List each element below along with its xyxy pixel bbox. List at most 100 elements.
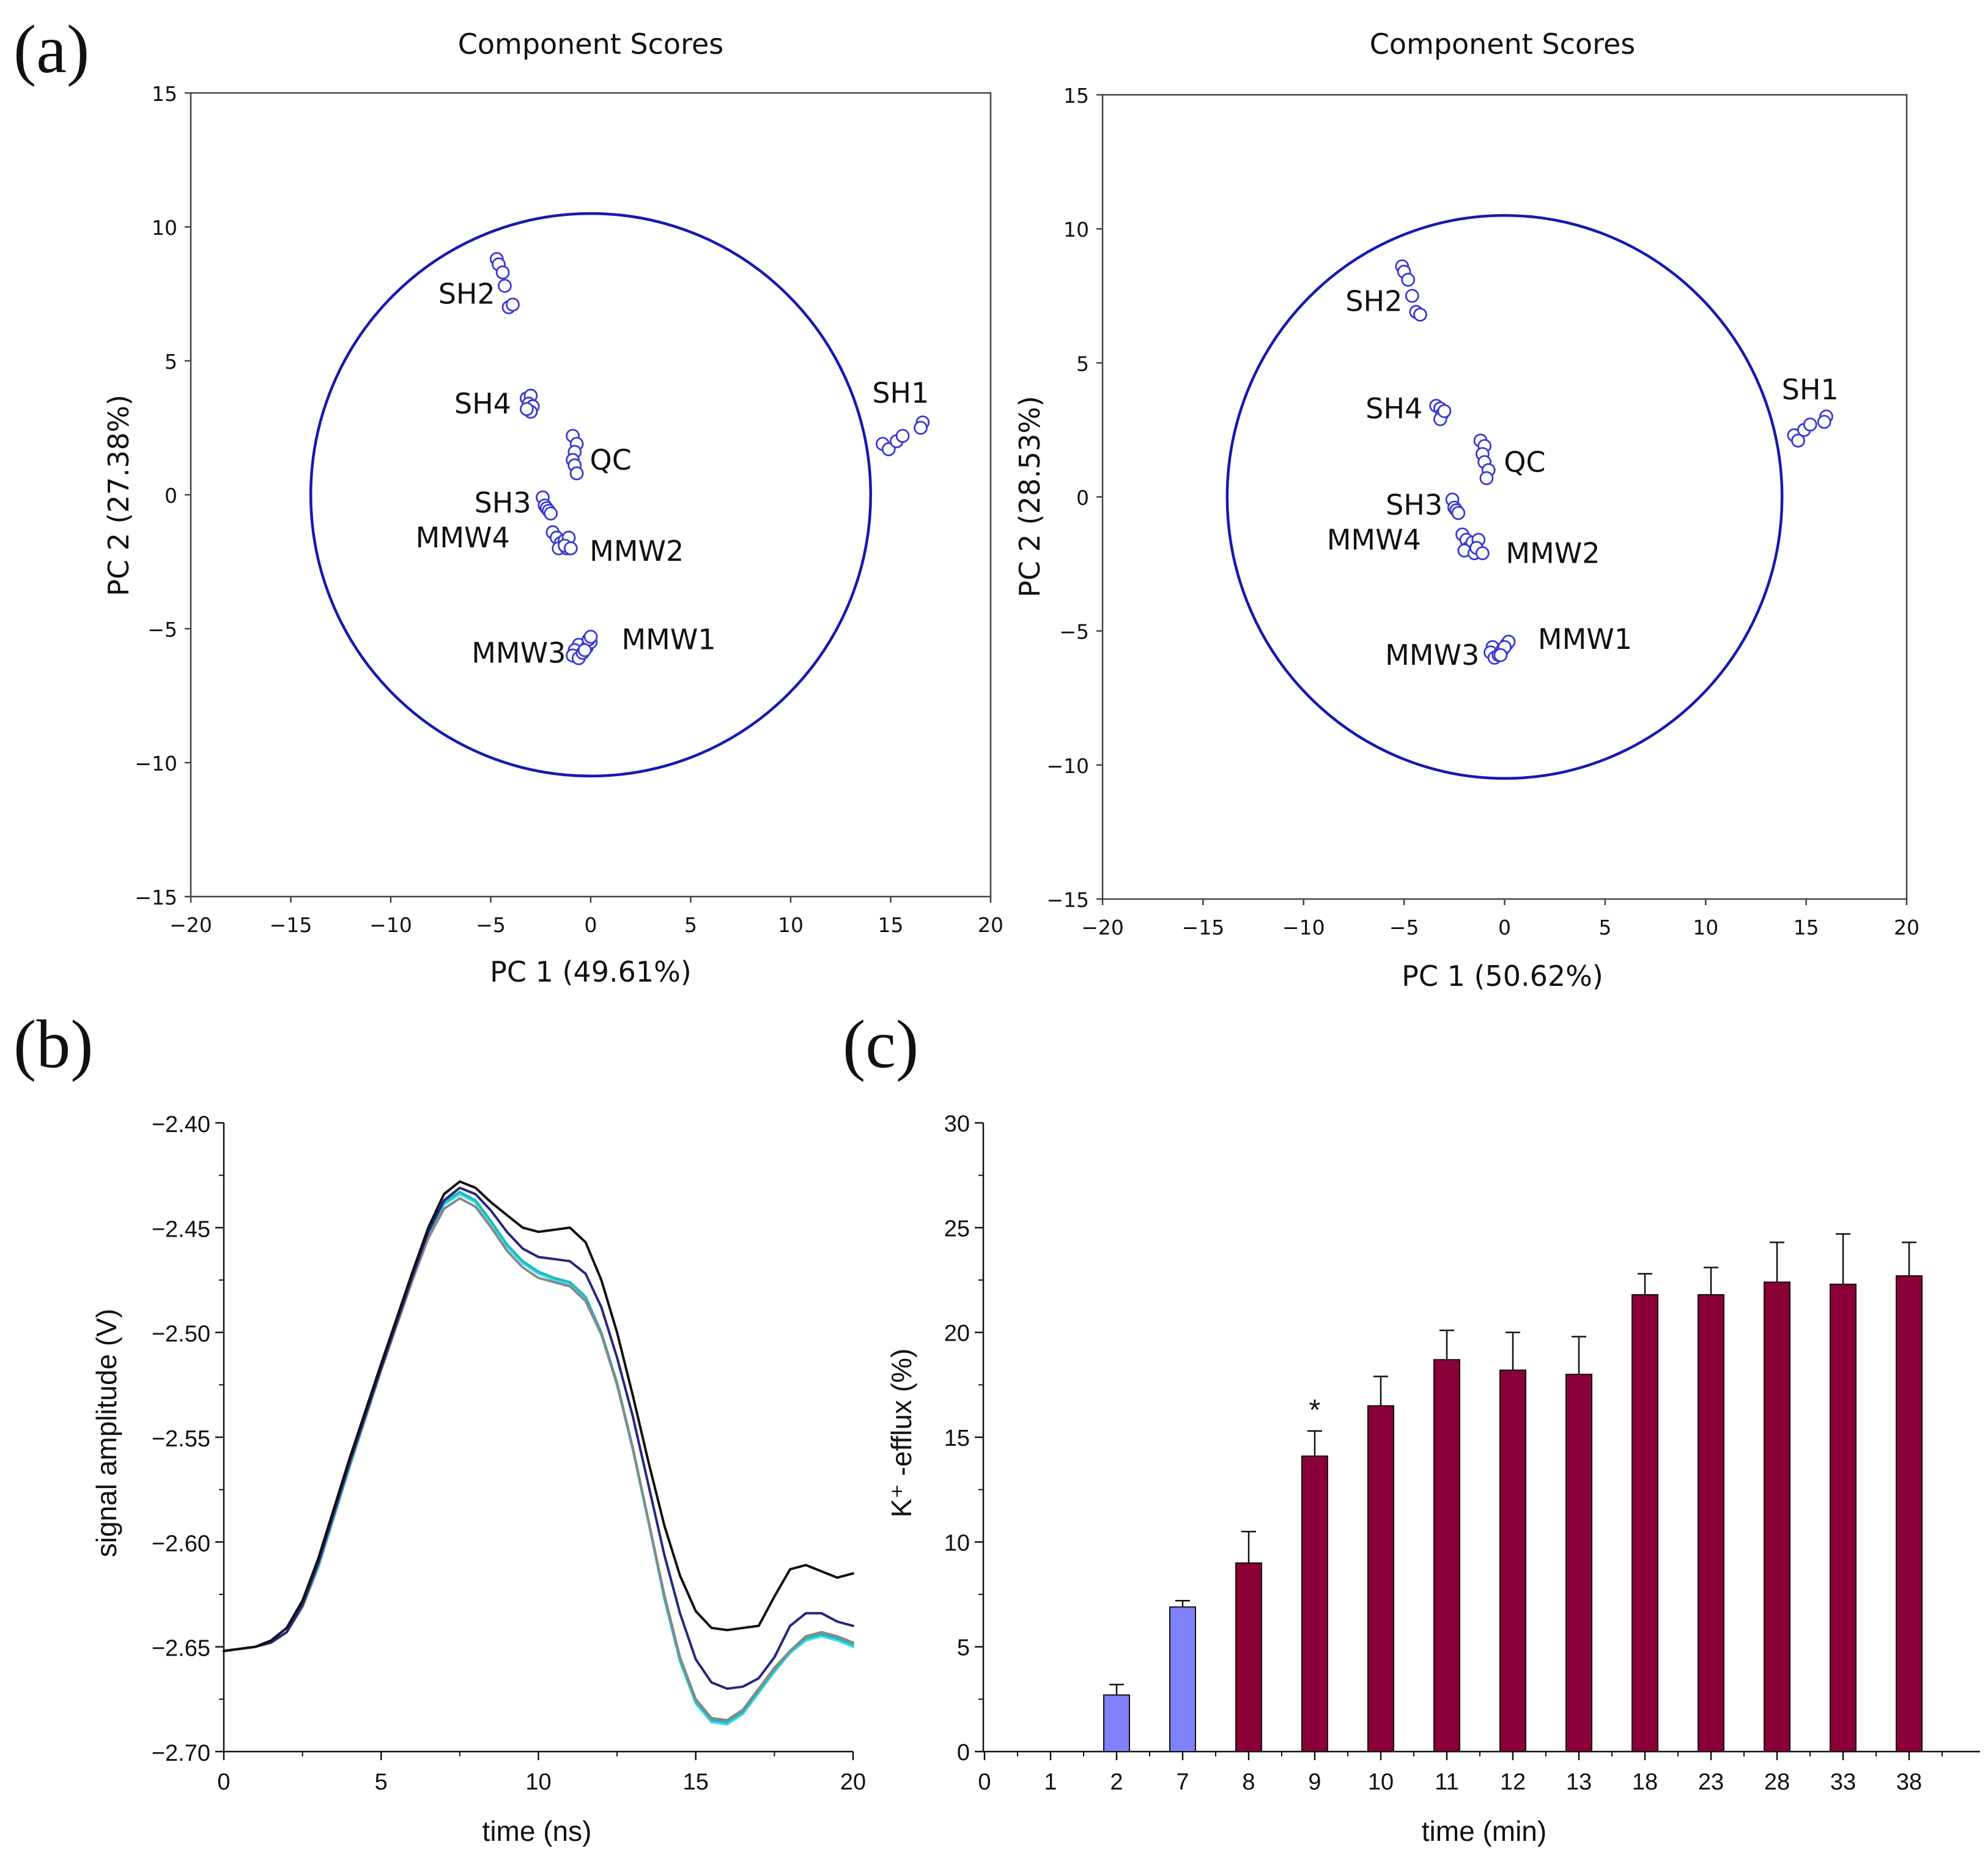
x-tick-label: 8 <box>1242 1769 1255 1795</box>
group-label: SH1 <box>1782 373 1839 406</box>
x-tick-label: 28 <box>1764 1769 1790 1795</box>
score-point <box>1401 273 1416 287</box>
efflux-bar <box>1103 1694 1130 1752</box>
y-tick-label: 5 <box>957 1635 970 1661</box>
score-plot-left-ylabel: PC 2 (27.38%) <box>102 394 135 596</box>
group-sh1: SH1 <box>872 377 930 456</box>
y-tick-label: −5 <box>1059 620 1089 644</box>
y-tick-label: −2.60 <box>152 1531 210 1556</box>
x-tick-label: 10 <box>1368 1769 1394 1795</box>
x-tick-label: −15 <box>1182 916 1225 939</box>
x-tick-label: 15 <box>878 913 904 937</box>
efflux-bar <box>1830 1283 1857 1752</box>
score-point <box>497 278 512 293</box>
y-tick-label: 0 <box>957 1740 970 1766</box>
x-tick-label: 15 <box>1794 916 1819 939</box>
x-tick-label: 33 <box>1830 1769 1856 1795</box>
y-tick-label: 25 <box>944 1216 970 1242</box>
x-tick-label: 13 <box>1566 1769 1592 1795</box>
group-label: SH3 <box>1386 489 1443 522</box>
x-tick-label: −5 <box>476 913 506 937</box>
x-tick-label: 10 <box>778 913 804 937</box>
score-point <box>914 421 928 435</box>
panel-label-a: (a) <box>13 12 89 87</box>
group-label: MMW3 <box>471 636 566 669</box>
score-plot-right: Component Scores PC 1 (50.62%) PC 2 (28.… <box>1013 28 1920 993</box>
x-tick-label: 10 <box>1693 916 1718 939</box>
score-plot-left-xlabel: PC 1 (49.61%) <box>490 955 692 988</box>
group-mmw3: MMW3 <box>1385 637 1514 672</box>
efflux-bar <box>1764 1281 1790 1753</box>
x-tick-label: 18 <box>1632 1769 1658 1795</box>
score-point <box>1405 289 1419 303</box>
group-qc: QC <box>566 429 632 481</box>
y-tick-label: 10 <box>944 1530 970 1556</box>
significance-marker: * <box>1309 1394 1321 1427</box>
efflux-bar <box>1698 1294 1724 1752</box>
group-sh1: SH1 <box>1782 373 1839 448</box>
y-tick-label: 15 <box>1063 84 1089 108</box>
score-plot-left-title: Component Scores <box>458 28 723 61</box>
group-mmw1: MMW1 <box>1493 623 1632 662</box>
score-plot-right-title: Component Scores <box>1370 28 1635 61</box>
group-label: SH2 <box>438 278 495 311</box>
score-plot-left: Component Scores PC 1 (49.61%) PC 2 (27.… <box>102 28 1003 988</box>
y-tick-label: 30 <box>944 1111 970 1137</box>
y-tick-label: −15 <box>135 886 177 909</box>
x-tick-label: 9 <box>1308 1769 1321 1795</box>
group-mmw1: MMW1 <box>577 623 716 657</box>
x-tick-label: 0 <box>585 913 597 937</box>
x-tick-label: 2 <box>1110 1769 1123 1795</box>
score-point <box>1479 471 1494 486</box>
signal-line-chart: time (ns) signal amplitude (V) −2.40 −2.4… <box>91 1112 866 1847</box>
confidence-ellipse <box>1225 214 1784 780</box>
signal-trace <box>223 1186 854 1690</box>
group-label: MMW1 <box>621 623 715 656</box>
group-mmw4: MMW4 <box>416 521 574 555</box>
efflux-bar <box>1169 1606 1196 1753</box>
efflux-bar <box>1631 1294 1658 1752</box>
group-mmw2: MMW2 <box>558 530 684 568</box>
x-tick-label: 20 <box>978 913 1003 937</box>
efflux-bar <box>1301 1455 1328 1753</box>
y-tick-label: 5 <box>164 350 177 374</box>
group-label: MMW2 <box>1506 537 1600 570</box>
efflux-bar <box>1367 1405 1394 1753</box>
efflux-xlabel: time (min) <box>1422 1815 1546 1847</box>
group-label: MMW4 <box>1327 524 1421 557</box>
score-point <box>1475 546 1490 560</box>
group-mmw3: MMW3 <box>471 635 598 669</box>
y-tick-label: −2.50 <box>152 1322 210 1347</box>
x-tick-label: −10 <box>369 913 412 937</box>
group-sh2: SH2 <box>1345 259 1427 322</box>
score-point <box>544 506 558 521</box>
x-tick-label: −10 <box>1282 916 1325 939</box>
score-point <box>895 429 910 443</box>
score-point <box>506 297 520 312</box>
group-sh4: SH4 <box>454 387 540 420</box>
signal-trace <box>223 1197 854 1722</box>
x-tick-label: 12 <box>1500 1769 1526 1795</box>
x-tick-label: 20 <box>1894 916 1920 939</box>
score-point <box>495 265 510 279</box>
score-point <box>563 541 578 555</box>
efflux-bar <box>1896 1275 1923 1753</box>
group-label: SH4 <box>454 387 511 420</box>
group-label: MMW1 <box>1538 623 1632 656</box>
x-tick-label: 11 <box>1435 1769 1458 1795</box>
x-tick-label: 10 <box>525 1769 551 1795</box>
y-tick-label: −5 <box>147 618 177 642</box>
signal-xlabel: time (ns) <box>482 1815 592 1847</box>
x-tick-label: 1 <box>1044 1769 1057 1795</box>
x-tick-label: −15 <box>270 913 312 937</box>
group-label: SH4 <box>1365 392 1422 425</box>
y-tick-label: 10 <box>152 216 177 240</box>
score-plot-right-xlabel: PC 1 (50.62%) <box>1402 960 1603 993</box>
score-point <box>519 402 534 416</box>
y-tick-label: 15 <box>944 1426 970 1451</box>
signal-trace <box>223 1180 854 1653</box>
x-tick-label: 20 <box>840 1769 866 1795</box>
group-label: MMW2 <box>589 535 684 568</box>
efflux-bar <box>1499 1369 1526 1752</box>
